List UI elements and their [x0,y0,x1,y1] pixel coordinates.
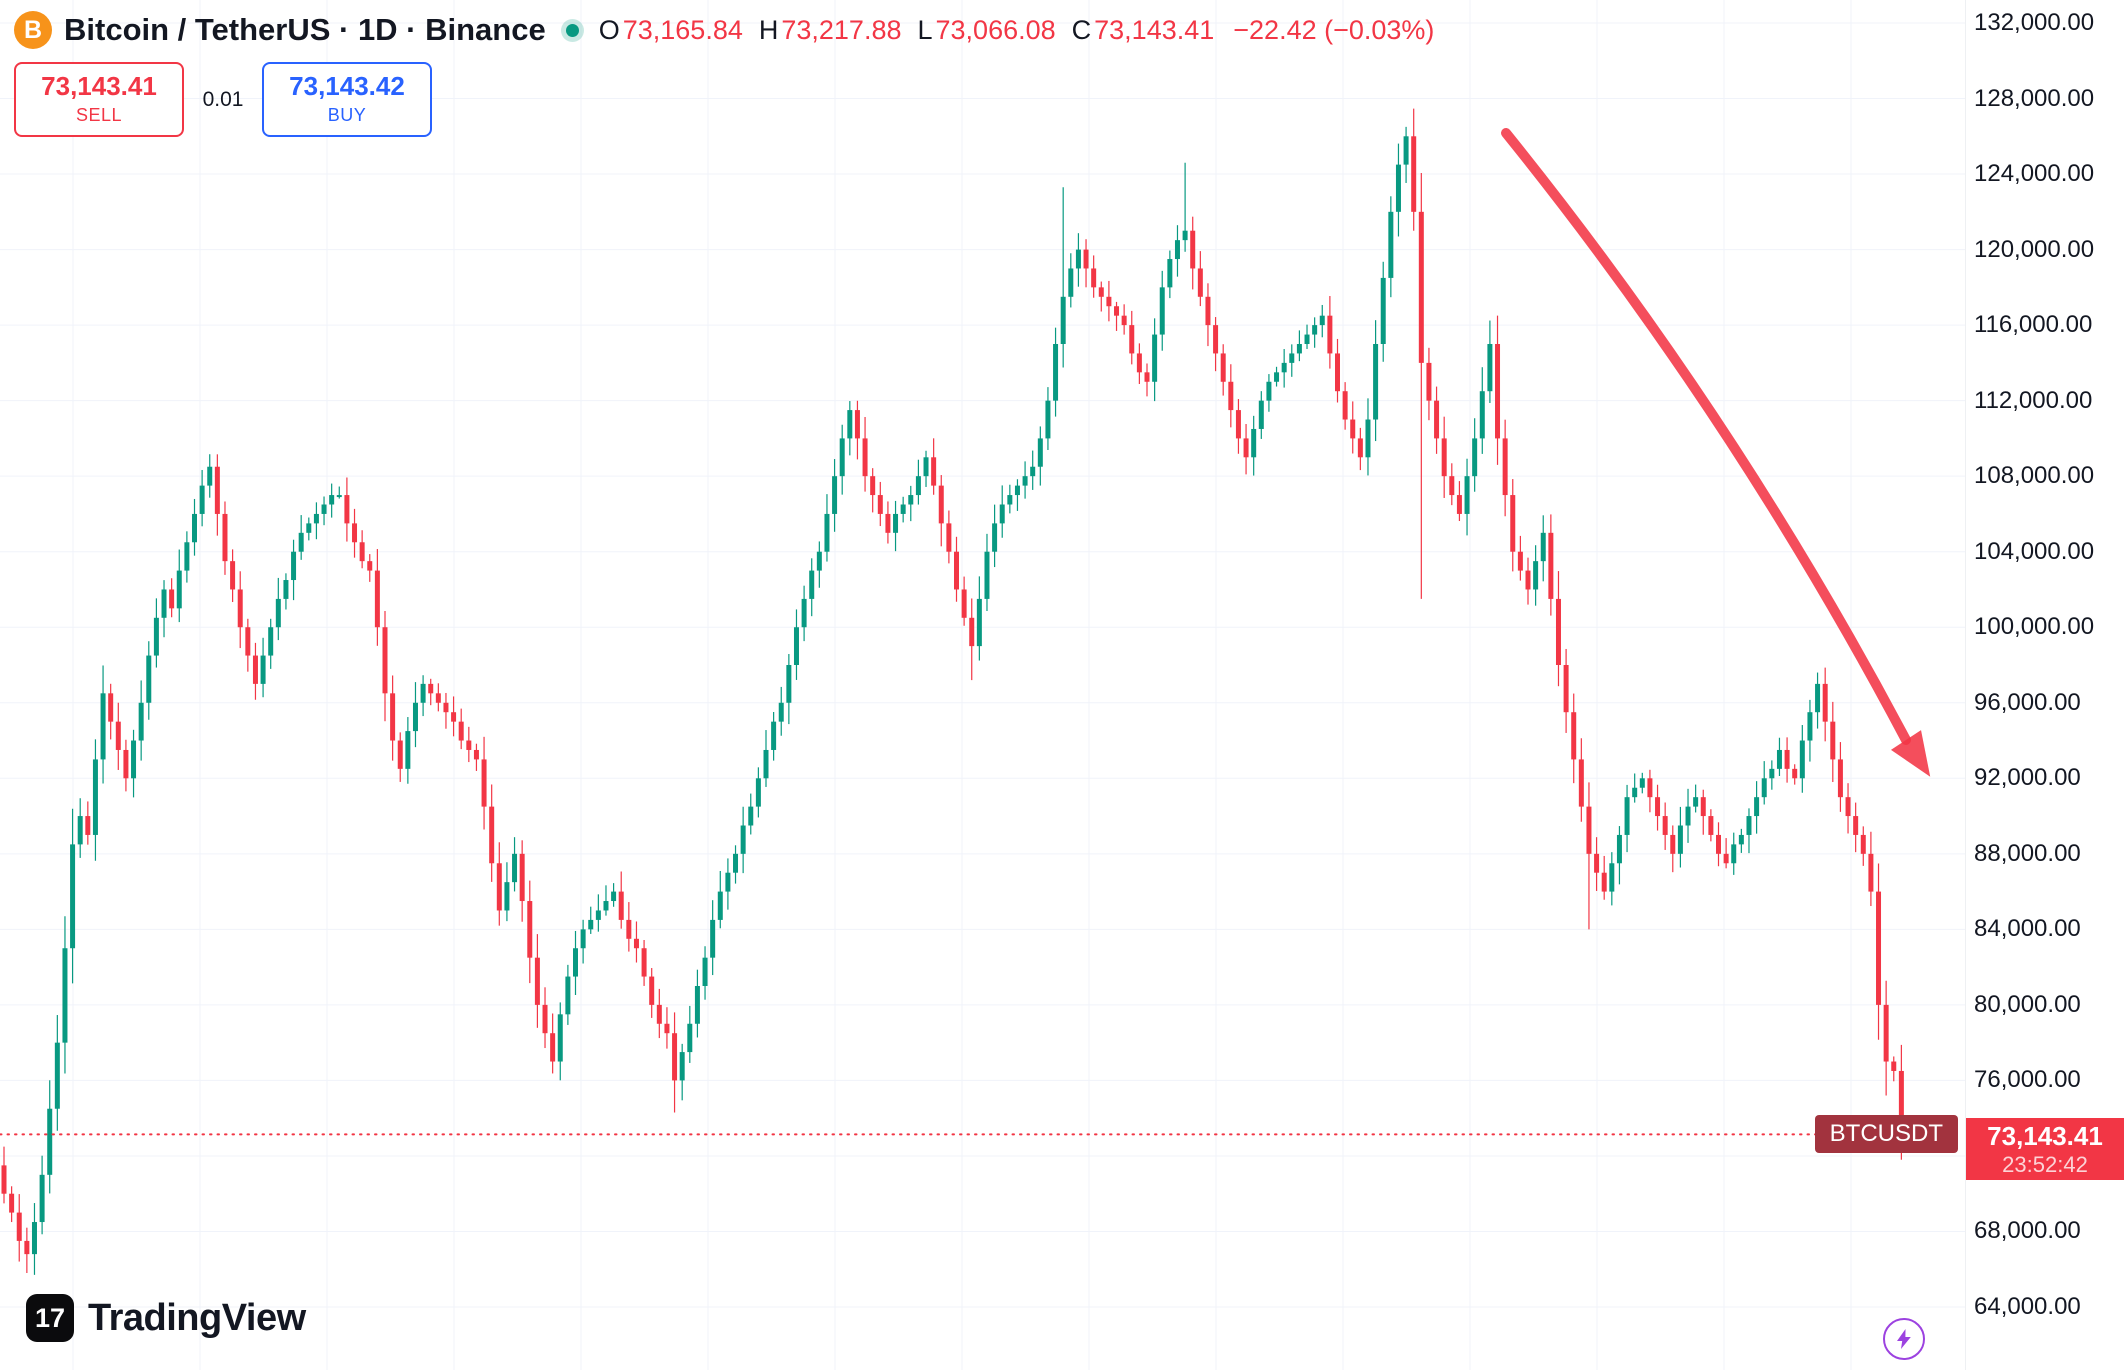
trend-arrow-head [1890,730,1931,777]
buy-button[interactable]: 73,143.42 BUY [262,62,432,137]
price-axis-label: 84,000.00 [1974,915,2081,943]
price-axis-label: 64,000.00 [1974,1293,2081,1320]
price-axis-label: 116,000.00 [1974,311,2093,339]
ohlc-high: H 73,217.88 [758,14,902,45]
ohlc-values: O 73,165.84 H 73,217.88 L 73,066.08 C 73,143… [599,15,1435,46]
price-axis-label: 124,000.00 [1974,160,2095,188]
boost-button[interactable] [1883,1318,1925,1360]
tradingview-logo[interactable]: 17 TradingView [26,1294,306,1342]
price-axis-label: 80,000.00 [1974,990,2081,1018]
symbol-title[interactable]: Bitcoin / TetherUS · 1D · Binance [64,12,546,47]
tradingview-logo-glyph: 17 [34,1302,66,1333]
market-status-dot [565,23,579,37]
ohlc-close: C 73,143.41 [1071,14,1215,45]
price-axis-label: 120,000.00 [1974,235,2095,263]
trend-arrow-drawing[interactable] [1501,128,1911,745]
price-axis-label: 100,000.00 [1974,613,2095,641]
bar-countdown: 23:52:42 [2002,1151,2088,1177]
sell-price: 73,143.41 [41,71,157,101]
sell-label: SELL [75,105,123,125]
price-axis-label: 128,000.00 [1974,84,2095,112]
buy-label: BUY [327,105,367,125]
lightning-icon [1897,1329,1911,1349]
spread-value: 0.01 [202,87,244,111]
price-axis-label: 96,000.00 [1974,688,2081,716]
sell-button[interactable]: 73,143.41 SELL [14,62,184,137]
ohlc-low: L 73,066.08 [917,14,1056,45]
ohlc-open: O 73,165.84 [598,14,743,45]
chart-legend: B Bitcoin / TetherUS · 1D · Binance O 73,… [14,6,1434,54]
price-axis-label: 108,000.00 [1974,462,2095,490]
tradingview-logo-mark: 17 [26,1294,74,1342]
bitcoin-icon: B [14,11,52,49]
price-axis-label: 112,000.00 [1974,386,2093,414]
last-price-tag: 73,143.41 23:52:42 [1966,1118,2124,1181]
price-axis-label: 92,000.00 [1974,764,2081,792]
change-value: −22.42 (−0.03%) [1233,14,1435,45]
tradingview-wordmark: TradingView [88,1296,306,1339]
price-axis-label: 68,000.00 [1974,1217,2081,1245]
last-price-value: 73,143.41 [1987,1120,2103,1151]
price-line-symbol-chip: BTCUSDT [1814,1115,1958,1154]
price-axis-label: 132,000.00 [1974,9,2095,36]
price-axis-label: 88,000.00 [1974,839,2081,867]
price-axis-label: 76,000.00 [1974,1066,2081,1094]
buy-price: 73,143.42 [289,71,405,101]
bitcoin-icon-letter: B [23,15,43,44]
price-axis-label: 104,000.00 [1974,537,2095,565]
trade-panel: 73,143.41 SELL 0.01 73,143.42 BUY [14,62,432,137]
